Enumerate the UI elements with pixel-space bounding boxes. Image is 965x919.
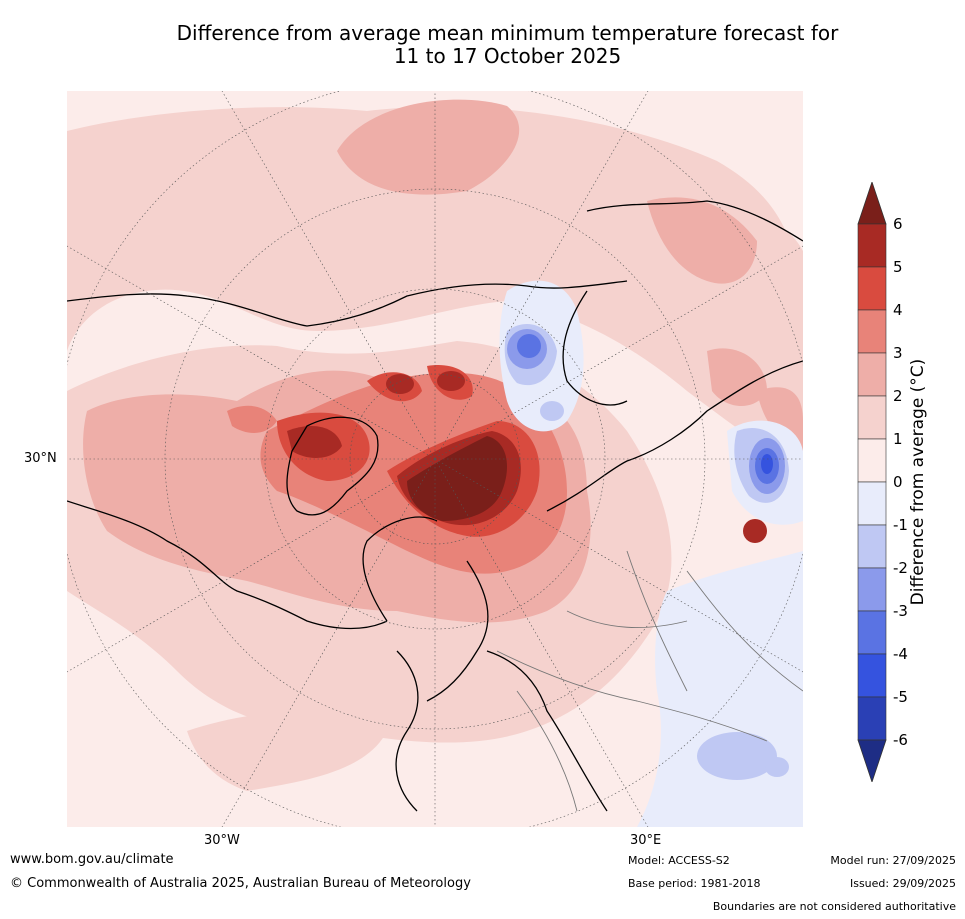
colorbar (857, 182, 887, 782)
anomaly-band-5to6 (287, 426, 342, 458)
colorbar-segment (857, 696, 887, 741)
title-line-2: 11 to 17 October 2025 (393, 44, 622, 68)
colorbar-tick-label: -1 (893, 516, 908, 534)
footer-model-run: Model run: 27/09/2025 (830, 854, 956, 867)
colorbar-tick-label: 3 (893, 344, 903, 362)
colorbar-tick-label: 0 (893, 473, 903, 491)
anomaly-band-m1tom2 (540, 401, 564, 421)
colorbar-tick-label: 5 (893, 258, 903, 276)
anomaly-band-m3tom4 (517, 334, 541, 358)
footer-copyright: © Commonwealth of Australia 2025, Austra… (10, 876, 471, 891)
anomaly-band-5to6 (743, 519, 767, 543)
colorbar-segment (857, 610, 887, 655)
lon-label-30e: 30°E (630, 833, 662, 848)
colorbar-tick-label: -4 (893, 645, 908, 663)
coastlines (67, 200, 803, 812)
colorbar-tick-label: 4 (893, 301, 903, 319)
anomaly-hot-core (407, 436, 507, 521)
anomaly-band-1to2 (187, 712, 387, 791)
footer-url[interactable]: www.bom.gov.au/climate (10, 852, 174, 867)
colorbar-segment (857, 309, 887, 354)
anomaly-band-2to3 (707, 348, 767, 406)
footer-issued: Issued: 29/09/2025 (849, 877, 956, 890)
colorbar-extend-min (857, 739, 887, 782)
anomaly-band-5to6 (437, 371, 465, 391)
colorbar-tick-label: 2 (893, 387, 903, 405)
title-line-1: Difference from average mean minimum tem… (176, 21, 839, 45)
colorbar-tick-label: -2 (893, 559, 908, 577)
colorbar-segment (857, 481, 887, 526)
colorbar-tick-label: -6 (893, 731, 908, 749)
anomaly-band-m4tom5 (761, 454, 773, 474)
colorbar-label-text: Difference from average (°C) (908, 358, 928, 606)
anomaly-band-2to3 (647, 197, 757, 284)
colorbar-tick-label: 6 (893, 215, 903, 233)
anomaly-band-5to6 (386, 374, 414, 394)
colorbar-tick-label: -3 (893, 602, 908, 620)
country-borders (496, 550, 803, 812)
chart-title: Difference from average mean minimum tem… (60, 22, 955, 68)
colorbar-segment (857, 653, 887, 698)
footer-disclaimer: Boundaries are not considered authoritat… (712, 900, 956, 913)
colorbar-segment (857, 438, 887, 483)
colorbar-segment (857, 223, 887, 268)
colorbar-segment (857, 524, 887, 569)
lat-label-30n: 30°N (24, 451, 57, 466)
colorbar-tick-label: 1 (893, 430, 903, 448)
footer-model: Model: ACCESS-S2 (628, 854, 730, 867)
forecast-map (67, 91, 803, 827)
colorbar-tick-label: -5 (893, 688, 908, 706)
colorbar-segment (857, 395, 887, 440)
graticule (67, 91, 803, 827)
footer-base-period: Base period: 1981-2018 (628, 877, 761, 890)
colorbar-segment (857, 352, 887, 397)
colorbar-segment (857, 266, 887, 311)
anomaly-band-m1tom2 (697, 732, 777, 780)
lon-label-30w: 30°W (204, 833, 240, 848)
anomaly-band-m1tom2 (765, 757, 789, 777)
colorbar-segment (857, 567, 887, 612)
anomaly-band-3to4 (227, 405, 277, 433)
anomaly-band-2to3 (337, 99, 520, 195)
colorbar-extend-max (857, 182, 887, 225)
